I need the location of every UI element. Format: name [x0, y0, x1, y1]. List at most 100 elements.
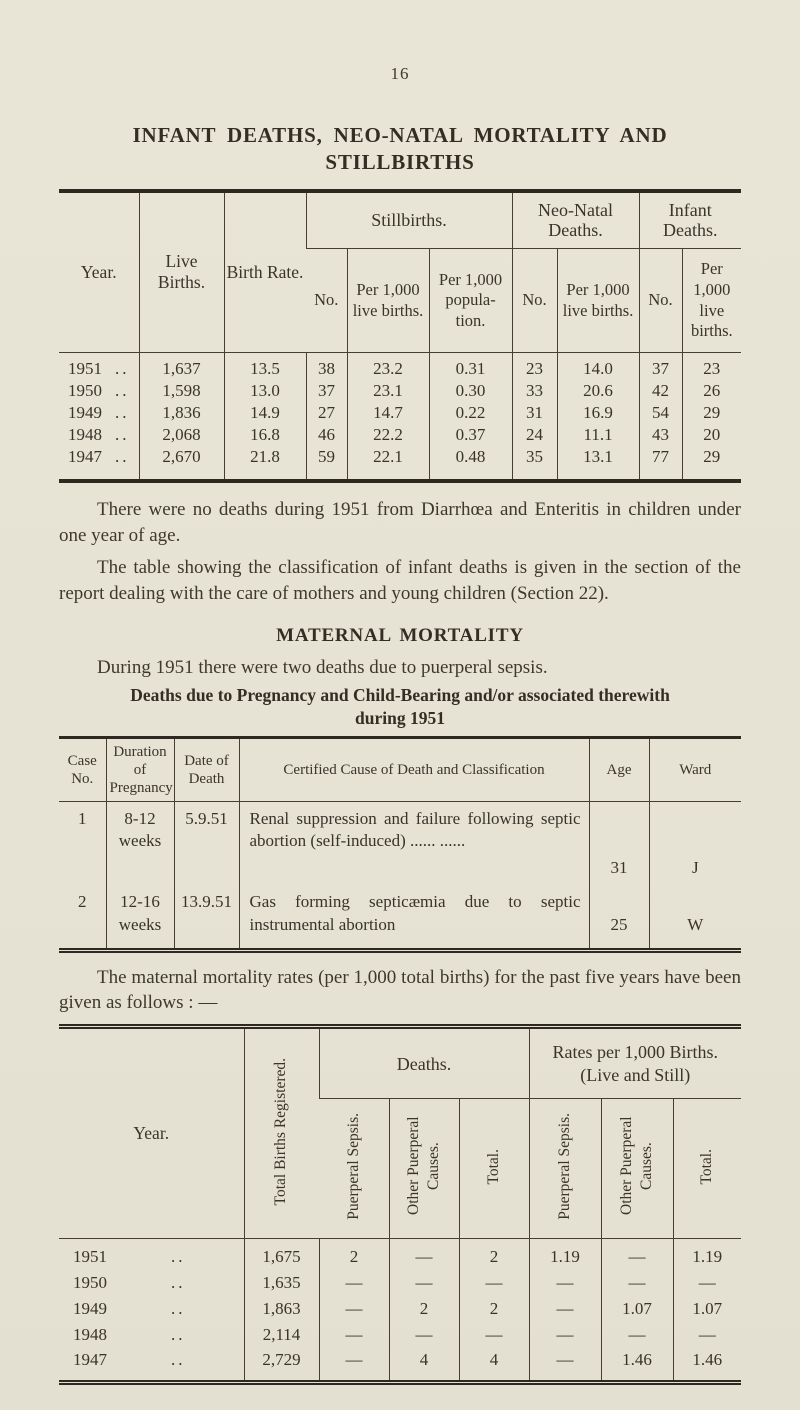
table-cell: 1.46	[672, 1347, 742, 1383]
rates-table-group-header-row: Year. Total Births Registered. Deaths. R…	[59, 1026, 742, 1240]
year-value: 1947	[73, 1349, 107, 1369]
live-births-column-header: Live Births.	[138, 190, 224, 354]
table-cell: 22.1	[346, 446, 429, 482]
table-cell: 46	[305, 424, 347, 447]
table-row: 1950.. 1,635 — — — — — —	[59, 1269, 742, 1296]
year-value: 1950	[73, 1272, 107, 1292]
table-cell: 21.8	[223, 446, 306, 482]
table-row: 2 12-16 weeks 13.9.51 Gas forming septic…	[59, 885, 741, 951]
maternal-rates-table: Year. Total Births Registered. Deaths. R…	[59, 1024, 742, 1386]
table-cell: 37	[305, 380, 347, 403]
rates-total-header: Total.	[672, 1098, 742, 1240]
other-puerperal-label: Other Puerperal Causes.	[617, 1117, 656, 1216]
deaths-other-puerperal-header: Other Puerperal Causes.	[388, 1098, 459, 1240]
table-cell: 14.9	[223, 402, 306, 425]
ward-header: Ward	[648, 737, 741, 802]
table-row: 1949.. 1,836 14.9 27 14.7 0.22 31 16.9 5…	[59, 402, 742, 425]
table-cell: 2,068	[138, 424, 224, 447]
year-cell: 1950..	[59, 1270, 244, 1296]
year-column-header: Year.	[59, 190, 139, 354]
paragraph-rates-note: The maternal mortality rates (per 1,000 …	[59, 966, 741, 1014]
deaths-table-title: Deaths due to Pregnancy and Child-Bearin…	[59, 684, 741, 730]
table-cell: 77	[638, 446, 683, 482]
table-row: 1 8-12 weeks 5.9.51 Renal suppression an…	[59, 801, 741, 886]
table-cell: 2,729	[243, 1347, 319, 1383]
page-title-line2: STILLBIRTHS	[325, 150, 475, 175]
table-cell: 24	[511, 424, 558, 447]
total-label: Total.	[484, 1148, 502, 1185]
table-cell: 0.30	[428, 380, 513, 403]
rates-group-header: Rates per 1,000 Births. (Live and Still)	[528, 1026, 742, 1100]
table-cell: 1,863	[243, 1295, 319, 1322]
puerperal-sepsis-label: Puerperal Sepsis.	[344, 1112, 362, 1220]
table-cell: 27	[305, 402, 347, 425]
deaths-table-title-line2: during 1951	[355, 708, 445, 729]
table-cell: 2,670	[138, 446, 224, 482]
rates-puerperal-sepsis-header: Puerperal Sepsis.	[528, 1098, 602, 1240]
paragraph-no-deaths: There were no deaths during 1951 from Di…	[59, 499, 741, 547]
table-cell: —	[528, 1321, 602, 1348]
dot-leader: ..	[171, 1298, 186, 1318]
table-cell: 42	[638, 380, 683, 403]
table-cell: 1.46	[600, 1347, 674, 1383]
rates-table-sub-header-row: Puerperal Sepsis. Other Puerperal Causes…	[59, 1098, 742, 1240]
duration-cell: 12-16 weeks	[105, 885, 174, 951]
table-row: 1951.. 1,637 13.5 38 23.2 0.31 23 14.0 3…	[59, 352, 742, 381]
table-cell: —	[318, 1269, 389, 1296]
ward-cell: W	[648, 885, 741, 951]
infant-no-header: No.	[638, 248, 683, 354]
table-row: 1948.. 2,114 — — — — — —	[59, 1321, 742, 1348]
dot-leader: ..	[171, 1324, 186, 1344]
stillbirths-per-pop-header: Per 1,000 popula-tion.	[428, 248, 513, 354]
table-cell: 29	[681, 446, 742, 482]
table-cell: —	[528, 1295, 602, 1322]
year-cell: 1949..	[59, 402, 139, 424]
table-cell: 31	[511, 402, 558, 425]
table-cell: 2	[318, 1238, 389, 1270]
table-cell: 23.2	[346, 352, 429, 381]
table-cell: 1,637	[138, 352, 224, 381]
table-row: 1949.. 1,863 — 2 2 — 1.07 1.07	[59, 1295, 742, 1322]
maternal-mortality-heading: MATERNAL MORTALITY	[276, 624, 524, 646]
date-cell: 13.9.51	[173, 885, 239, 951]
table-cell: 38	[305, 352, 347, 381]
stillbirths-no-header: No.	[306, 248, 347, 354]
year-cell: 1948..	[59, 424, 139, 446]
deaths-group-header: Deaths.	[318, 1026, 530, 1100]
year-cell: 1951..	[59, 1239, 244, 1270]
page-number: 16	[390, 64, 410, 83]
table-cell: 1.07	[672, 1295, 742, 1322]
table-cell: 43	[638, 424, 683, 447]
neonatal-no-header: No.	[511, 248, 558, 354]
case-no-header: Case No.	[59, 737, 106, 802]
table-row: 1951.. 1,675 2 — 2 1.19 — 1.19	[59, 1238, 742, 1270]
infant-table-sub-header-row: No. Per 1,000 live births. Per 1,000 pop…	[59, 248, 742, 354]
cause-cell: Gas forming septicæmia due to septic ins…	[238, 885, 589, 951]
other-puerperal-label: Other Puerperal Causes.	[404, 1117, 442, 1216]
year-cell: 1951..	[59, 353, 139, 381]
infant-per-live-header: Per 1,000 live births.	[681, 248, 742, 354]
duration-cell: 8-12 weeks	[105, 801, 174, 886]
year-cell: 1947..	[59, 1348, 244, 1383]
table-cell: 35	[511, 446, 558, 482]
year-value: 1949	[68, 403, 102, 423]
total-births-registered-label: Total Births Registered.	[272, 1057, 290, 1206]
table-cell: 37	[638, 352, 683, 381]
table-cell: —	[600, 1321, 674, 1348]
dot-leader: ..	[115, 425, 130, 445]
table-cell: 1.19	[672, 1238, 742, 1270]
table-cell: 14.7	[346, 402, 429, 425]
date-of-death-header: Date of Death	[173, 737, 239, 802]
table-cell: —	[672, 1269, 742, 1296]
table-cell: —	[528, 1269, 602, 1296]
dot-leader: ..	[115, 403, 130, 423]
total-label: Total.	[698, 1148, 716, 1185]
table-cell: 1,635	[243, 1269, 319, 1296]
year-value: 1950	[68, 381, 102, 401]
table-cell: 20	[681, 424, 742, 447]
table-cell: 23	[511, 352, 558, 381]
deaths-table-header-row: Case No. Duration of Pregnancy Date of D…	[59, 737, 741, 802]
table-cell: —	[672, 1321, 742, 1348]
year-value: 1951	[68, 359, 102, 379]
